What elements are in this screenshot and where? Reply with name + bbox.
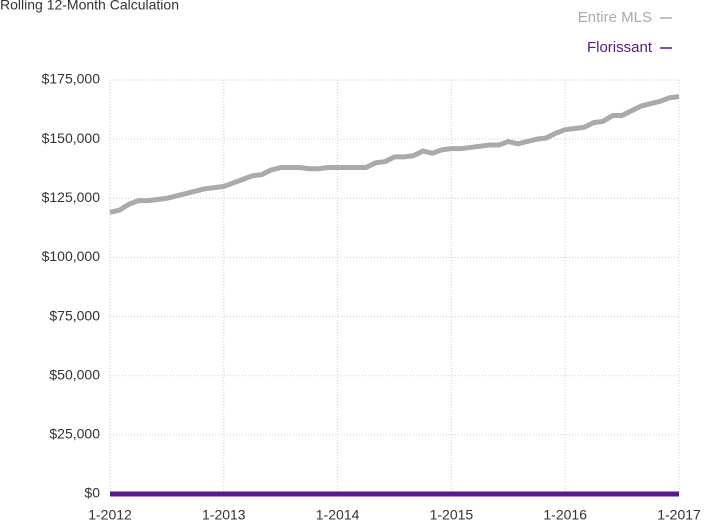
- x-tick-label: 1-2012: [88, 507, 132, 523]
- legend-label: Florissant: [587, 39, 653, 56]
- y-tick-label: $75,000: [49, 307, 100, 323]
- x-tick-label: 1-2013: [202, 507, 246, 523]
- x-tick-label: 1-2017: [657, 507, 701, 523]
- y-tick-label: $25,000: [49, 426, 100, 442]
- legend-label: Entire MLS: [578, 9, 652, 26]
- y-tick-label: $125,000: [42, 189, 101, 205]
- x-tick-label: 1-2015: [430, 507, 474, 523]
- y-tick-label: $0: [84, 485, 100, 501]
- x-tick-label: 1-2016: [543, 507, 587, 523]
- x-tick-label: 1-2014: [316, 507, 360, 523]
- y-tick-label: $100,000: [42, 248, 101, 264]
- chart-title: Rolling 12-Month Calculation: [0, 0, 179, 13]
- y-tick-label: $50,000: [49, 366, 100, 382]
- y-tick-label: $150,000: [42, 130, 101, 146]
- y-tick-label: $175,000: [42, 71, 101, 87]
- series-line: [109, 94, 680, 215]
